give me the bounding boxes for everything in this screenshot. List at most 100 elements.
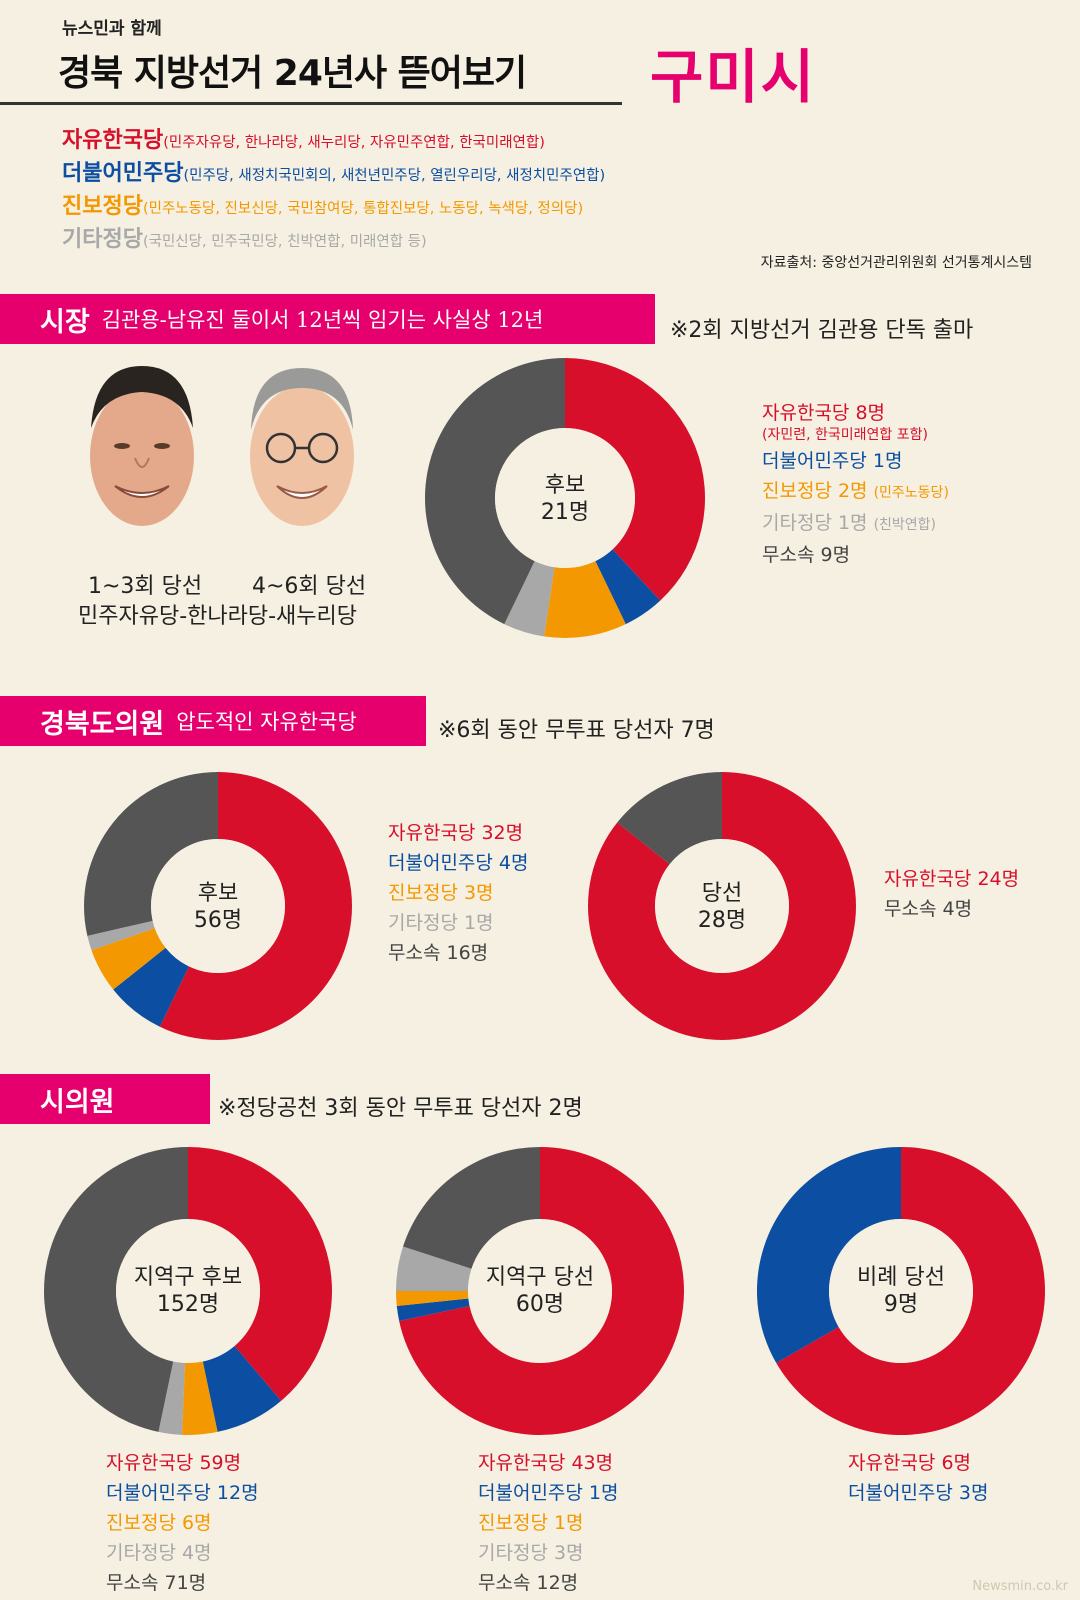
legend-gray: 기타정당 1명 bbox=[388, 912, 494, 934]
party-key-orange: 진보정당(민주노동당, 진보신당, 국민참여당, 통합진보당, 노동당, 녹색당… bbox=[62, 188, 583, 220]
center-label-line-2: 9명 bbox=[883, 1292, 919, 1317]
donut-slice-independent bbox=[83, 772, 218, 936]
legend-red-note: (자민련, 한국미래연합 포함) bbox=[762, 427, 928, 443]
watermark: Newsmin.co.kr bbox=[972, 1579, 1068, 1594]
legend-gray-text: 기타정당 1명 bbox=[762, 512, 868, 534]
donut-hole bbox=[151, 839, 285, 973]
party-name: 진보정당 bbox=[62, 194, 143, 219]
donut-center-label: 지역구 후보 152명 bbox=[42, 1264, 334, 1318]
party-name: 자유한국당 bbox=[62, 128, 164, 153]
mayor-legend: 자유한국당 8명 (자민련, 한국미래연합 포함) 더불어민주당 1명 진보정당… bbox=[762, 398, 949, 570]
donut-slice-red bbox=[399, 1147, 684, 1435]
legend-gray-note: (친박연합) bbox=[873, 517, 937, 533]
legend-dark: 무소속 4명 bbox=[884, 898, 973, 920]
legend-blue: 더불어민주당 12명 bbox=[106, 1482, 259, 1504]
province-elected-donut bbox=[588, 772, 856, 1040]
banner-title: 경북도의원 bbox=[40, 708, 165, 740]
donut-hole bbox=[468, 1219, 612, 1363]
donut-slice-orange bbox=[182, 1361, 218, 1435]
party-key-gray: 기타정당(국민신당, 민주국민당, 친박연합, 미래연합 등) bbox=[62, 221, 427, 253]
donut-slice-independent bbox=[403, 1147, 540, 1269]
council-note: ※정당공천 3회 동안 무투표 당선자 2명 bbox=[218, 1096, 583, 1121]
mayor-2-terms: 4~6회 당선 bbox=[252, 574, 367, 599]
center-label-line-2: 21명 bbox=[540, 500, 590, 525]
center-label-line-1: 지역구 후보 bbox=[133, 1265, 243, 1290]
legend-orange: 진보정당 1명 bbox=[478, 1512, 584, 1534]
council-candidates-legend: 자유한국당 59명 더불어민주당 12명 진보정당 6명 기타정당 4명 무소속… bbox=[106, 1448, 259, 1598]
legend-orange: 진보정당 2명 (민주노동당) bbox=[762, 476, 949, 508]
mayor-1-terms: 1~3회 당선 bbox=[88, 574, 203, 599]
province-banner: 경북도의원 압도적인 자유한국당 bbox=[0, 696, 426, 746]
legend-orange-note: (민주노동당) bbox=[873, 485, 949, 501]
legend-red: 자유한국당 8명 bbox=[762, 402, 886, 424]
legend-red: 자유한국당 6명 bbox=[848, 1452, 972, 1474]
mayor-candidates-donut bbox=[424, 358, 705, 638]
banner-subtitle: 김관용-남유진 둘이서 12년씩 임기는 사실상 12년 bbox=[101, 308, 544, 332]
donut-slice-blue bbox=[396, 1298, 470, 1321]
donut-slice-blue bbox=[757, 1147, 901, 1363]
party-members: (민주당, 새정치국민회의, 새천년민주당, 열린우리당, 새정치민주연합) bbox=[183, 168, 606, 184]
title-divider bbox=[0, 102, 622, 105]
mayor-1-portrait bbox=[90, 366, 194, 526]
donut-slice-blue bbox=[202, 1345, 282, 1432]
donut-slice-red bbox=[565, 358, 705, 601]
center-label-line-1: 비례 당선 bbox=[857, 1265, 945, 1290]
legend-red: 자유한국당 43명 bbox=[478, 1452, 614, 1474]
donut-center-label: 당선 28명 bbox=[586, 880, 858, 934]
council-candidates-donut bbox=[43, 1147, 333, 1435]
donut-slice-gray bbox=[504, 561, 555, 637]
donut-hole bbox=[655, 839, 789, 973]
mayor-parties-caption: 민주자유당-한나라당-새누리당 bbox=[78, 604, 357, 629]
center-label-line-2: 28명 bbox=[697, 908, 747, 933]
donut-slice-orange bbox=[396, 1291, 469, 1307]
center-label-line-2: 56명 bbox=[193, 908, 243, 933]
center-label-line-2: 152명 bbox=[156, 1292, 220, 1317]
center-label-line-1: 후보 bbox=[197, 881, 239, 906]
mayor-note: ※2회 지방선거 김관용 단독 출마 bbox=[670, 318, 974, 343]
party-members: (민주자유당, 한나라당, 새누리당, 자유민주연합, 한국미래연합) bbox=[163, 135, 545, 151]
donut-hole bbox=[829, 1219, 973, 1363]
legend-blue: 더불어민주당 4명 bbox=[388, 852, 529, 874]
donut-slice-red bbox=[776, 1147, 1045, 1435]
legend-blue: 더불어민주당 1명 bbox=[478, 1482, 619, 1504]
legend-orange: 진보정당 3명 bbox=[388, 882, 494, 904]
page-title: 경북 지방선거 24년사 뜯어보기 bbox=[58, 53, 527, 94]
mayor-2-portrait bbox=[250, 368, 354, 526]
donut-hole bbox=[495, 428, 635, 568]
mayor-banner: 시장 김관용-남유진 둘이서 12년씩 임기는 사실상 12년 bbox=[0, 294, 655, 344]
center-label-line-1: 후보 bbox=[544, 473, 586, 498]
party-key-red: 자유한국당(민주자유당, 한나라당, 새누리당, 자유민주연합, 한국미래연합) bbox=[62, 122, 545, 154]
legend-orange: 진보정당 6명 bbox=[106, 1512, 212, 1534]
donut-slice-gray bbox=[396, 1246, 472, 1291]
legend-gray: 기타정당 1명 (친박연합) bbox=[762, 508, 949, 540]
banner-title: 시의원 bbox=[40, 1086, 115, 1118]
province-note: ※6회 동안 무투표 당선자 7명 bbox=[438, 718, 715, 743]
donut-slice-blue bbox=[595, 549, 661, 625]
legend-gray: 기타정당 3명 bbox=[478, 1542, 584, 1564]
subtitle: 뉴스민과 함께 bbox=[62, 19, 162, 39]
legend-gray: 기타정당 4명 bbox=[106, 1542, 212, 1564]
council-proportional-donut bbox=[757, 1147, 1045, 1435]
donut-center-label: 후보 56명 bbox=[82, 880, 354, 934]
legend-dark: 무소속 71명 bbox=[106, 1572, 207, 1594]
donut-slice-independent bbox=[617, 772, 722, 865]
council-proportional-legend: 자유한국당 6명 더불어민주당 3명 bbox=[848, 1448, 989, 1508]
donut-slice-orange bbox=[544, 561, 626, 638]
legend-blue: 더불어민주당 3명 bbox=[848, 1482, 989, 1504]
province-candidates-legend: 자유한국당 32명 더불어민주당 4명 진보정당 3명 기타정당 1명 무소속 … bbox=[388, 818, 529, 968]
center-label-line-1: 지역구 당선 bbox=[485, 1265, 595, 1290]
legend-dark: 무소속 9명 bbox=[762, 544, 851, 566]
legend-dark: 무소속 12명 bbox=[478, 1572, 579, 1594]
donut-center-label: 후보 21명 bbox=[423, 472, 707, 526]
donut-slice-independent bbox=[43, 1147, 188, 1432]
legend-red: 자유한국당 59명 bbox=[106, 1452, 242, 1474]
province-candidates-donut bbox=[83, 772, 353, 1040]
center-label-line-2: 60명 bbox=[515, 1292, 565, 1317]
legend-red: 자유한국당 32명 bbox=[388, 822, 524, 844]
party-members: (민주노동당, 진보신당, 국민참여당, 통합진보당, 노동당, 녹색당, 정의… bbox=[142, 201, 584, 217]
donut-slice-orange bbox=[91, 928, 166, 990]
source-note: 자료출처: 중앙선거관리위원회 선거통계시스템 bbox=[760, 255, 1032, 271]
council-banner: 시의원 bbox=[0, 1074, 210, 1124]
donut-slice-gray bbox=[87, 920, 155, 951]
donut-slice-independent bbox=[424, 358, 565, 625]
